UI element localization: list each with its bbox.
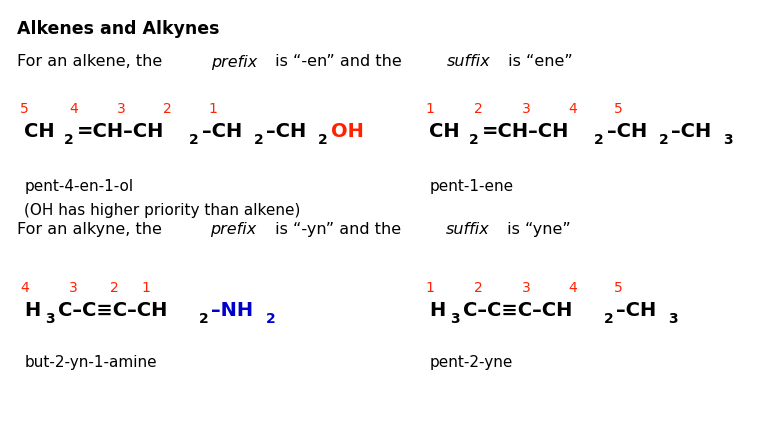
Text: CH: CH [429, 123, 460, 141]
Text: –CH: –CH [266, 123, 306, 141]
Text: =CH–CH: =CH–CH [77, 123, 164, 141]
Text: is “-yn” and the: is “-yn” and the [270, 222, 406, 237]
Text: 2: 2 [64, 133, 74, 147]
Text: Alkenes and Alkynes: Alkenes and Alkynes [17, 20, 219, 37]
Text: prefix: prefix [211, 222, 257, 237]
Text: 5: 5 [20, 102, 29, 116]
Text: For an alkyne, the: For an alkyne, the [17, 222, 166, 237]
Text: 2: 2 [199, 312, 208, 326]
Text: 1: 1 [141, 281, 150, 295]
Text: 2: 2 [659, 133, 669, 147]
Text: 3: 3 [116, 102, 125, 116]
Text: –NH: –NH [211, 301, 254, 320]
Text: C–C≡C–CH: C–C≡C–CH [58, 301, 167, 320]
Text: 1: 1 [425, 102, 434, 116]
Text: 5: 5 [613, 281, 622, 295]
Text: CH: CH [24, 123, 55, 141]
Text: 3: 3 [521, 281, 530, 295]
Text: 4: 4 [568, 102, 577, 116]
Text: is “ene”: is “ene” [503, 54, 573, 69]
Text: 2: 2 [189, 133, 199, 147]
Text: prefix: prefix [211, 54, 257, 69]
Text: (OH has higher priority than alkene): (OH has higher priority than alkene) [24, 203, 301, 218]
Text: 3: 3 [669, 312, 678, 326]
Text: is “yne”: is “yne” [502, 222, 571, 237]
Text: 3: 3 [724, 133, 733, 147]
Text: H: H [429, 301, 445, 320]
Text: pent-2-yne: pent-2-yne [429, 355, 513, 370]
Text: C–C≡C–CH: C–C≡C–CH [463, 301, 572, 320]
Text: 2: 2 [474, 281, 483, 295]
Text: 3: 3 [46, 312, 55, 326]
Text: 2: 2 [469, 133, 479, 147]
Text: suffix: suffix [446, 222, 489, 237]
Text: –CH: –CH [616, 301, 657, 320]
Text: is “-en” and the: is “-en” and the [271, 54, 407, 69]
Text: –CH: –CH [606, 123, 647, 141]
Text: 3: 3 [521, 102, 530, 116]
Text: H: H [24, 301, 40, 320]
Text: 2: 2 [318, 133, 328, 147]
Text: 2: 2 [254, 133, 264, 147]
Text: 2: 2 [109, 281, 119, 295]
Text: 2: 2 [474, 102, 483, 116]
Text: –CH: –CH [201, 123, 242, 141]
Text: For an alkene, the: For an alkene, the [17, 54, 167, 69]
Text: OH: OH [331, 123, 363, 141]
Text: 4: 4 [568, 281, 577, 295]
Text: –CH: –CH [671, 123, 711, 141]
Text: 4: 4 [20, 281, 29, 295]
Text: 2: 2 [604, 312, 613, 326]
Text: but-2-yn-1-amine: but-2-yn-1-amine [24, 355, 157, 370]
Text: 2: 2 [266, 312, 276, 326]
Text: pent-4-en-1-ol: pent-4-en-1-ol [24, 179, 134, 194]
Text: 4: 4 [69, 102, 78, 116]
Text: pent-1-ene: pent-1-ene [429, 179, 514, 194]
Text: 3: 3 [451, 312, 460, 326]
Text: 3: 3 [69, 281, 78, 295]
Text: 2: 2 [594, 133, 604, 147]
Text: 1: 1 [425, 281, 434, 295]
Text: =CH–CH: =CH–CH [482, 123, 569, 141]
Text: 2: 2 [163, 102, 172, 116]
Text: suffix: suffix [447, 54, 491, 69]
Text: 5: 5 [613, 102, 622, 116]
Text: 1: 1 [208, 102, 217, 116]
